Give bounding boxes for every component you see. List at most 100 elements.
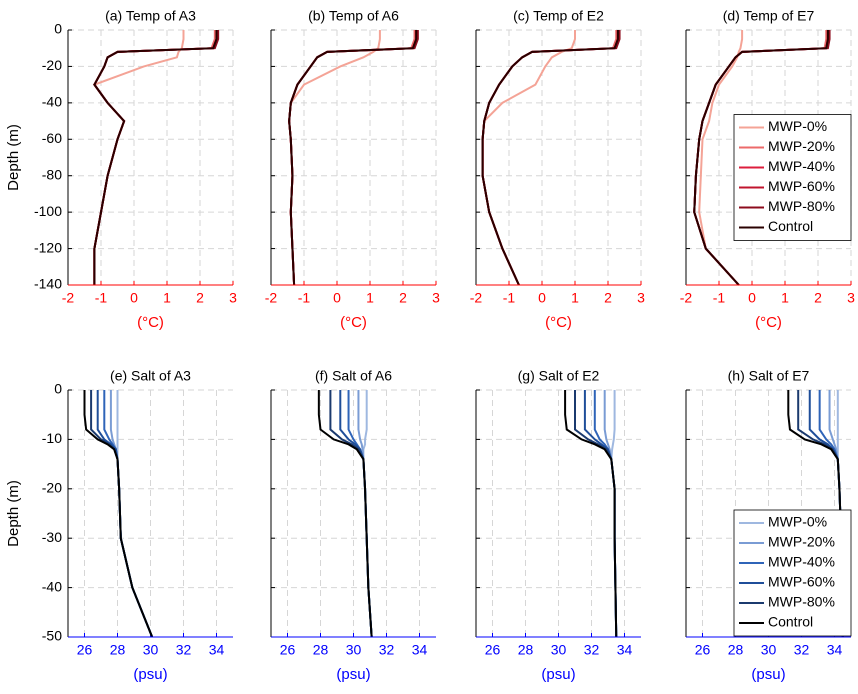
x-tick-label: 30 bbox=[346, 642, 362, 658]
x-tick-label: 28 bbox=[728, 642, 744, 658]
x-tick-label: 32 bbox=[176, 642, 192, 658]
y-tick-label: -30 bbox=[42, 529, 62, 545]
x-tick-label: 30 bbox=[761, 642, 777, 658]
x-tick-label: 28 bbox=[313, 642, 329, 658]
x-tick-label: -1 bbox=[298, 290, 311, 306]
x-tick-label: 0 bbox=[748, 290, 756, 306]
x-tick-label: 34 bbox=[617, 642, 633, 658]
x-tick-label: 30 bbox=[143, 642, 159, 658]
x-tick-label: 1 bbox=[163, 290, 171, 306]
panel-title: (h) Salt of E7 bbox=[728, 368, 810, 384]
profile-line bbox=[362, 390, 373, 638]
x-tick-label: 2 bbox=[814, 290, 822, 306]
legend-label: MWP-0% bbox=[768, 118, 827, 134]
legend-label: MWP-80% bbox=[768, 198, 835, 214]
x-axis-label: (°C) bbox=[755, 314, 782, 331]
y-tick-label: -40 bbox=[42, 94, 62, 110]
subplot: (e) Salt of A3 0 -10 -20 -30 -40 -50 26 28 30 32 34… bbox=[5, 368, 233, 683]
subplot: (c) Temp of E2 -2 -1 0 1 2 3 (°C) bbox=[470, 8, 645, 331]
profile-line bbox=[116, 390, 154, 638]
x-tick-label: 0 bbox=[130, 290, 138, 306]
y-tick-label: -120 bbox=[34, 239, 62, 255]
legend-label: MWP-0% bbox=[768, 514, 827, 530]
profile-line bbox=[583, 390, 618, 638]
profile-line bbox=[481, 30, 619, 286]
y-tick-label: -10 bbox=[42, 430, 62, 446]
panel-title: (d) Temp of E7 bbox=[723, 8, 815, 24]
subplot: (g) Salt of E2 26 28 30 32 34 (psu) bbox=[475, 368, 641, 683]
panel-title: (b) Temp of A6 bbox=[308, 8, 399, 24]
x-axis-label: (°C) bbox=[340, 314, 367, 331]
x-tick-label: 26 bbox=[280, 642, 296, 658]
y-tick-label: -100 bbox=[34, 203, 62, 219]
panel-title: (a) Temp of A3 bbox=[105, 8, 196, 24]
x-tick-label: 2 bbox=[604, 290, 612, 306]
x-tick-label: 34 bbox=[412, 642, 428, 658]
profile-line bbox=[698, 30, 744, 286]
x-tick-label: 30 bbox=[551, 642, 567, 658]
legend-label: MWP-20% bbox=[768, 534, 835, 550]
x-tick-label: 1 bbox=[571, 290, 579, 306]
panel-title: (g) Salt of E2 bbox=[518, 368, 600, 384]
profile-line bbox=[481, 30, 576, 286]
profile-line bbox=[288, 30, 381, 286]
panel-title: (f) Salt of A6 bbox=[315, 368, 392, 384]
y-tick-label: -20 bbox=[42, 480, 62, 496]
x-tick-label: -2 bbox=[62, 290, 75, 306]
legend-label: MWP-20% bbox=[768, 138, 835, 154]
x-tick-label: 28 bbox=[110, 642, 126, 658]
profile-line bbox=[564, 390, 618, 638]
y-tick-label: -20 bbox=[42, 57, 62, 73]
x-axis-label: (psu) bbox=[541, 666, 575, 683]
profile-line bbox=[481, 30, 621, 286]
x-tick-label: 3 bbox=[229, 290, 237, 306]
x-tick-label: 1 bbox=[781, 290, 789, 306]
legend-label: MWP-40% bbox=[768, 158, 835, 174]
profile-line bbox=[288, 30, 418, 286]
panel-title: (e) Salt of A3 bbox=[110, 368, 191, 384]
profile-line bbox=[92, 30, 185, 285]
x-tick-label: -2 bbox=[680, 290, 693, 306]
y-tick-label: 0 bbox=[54, 21, 62, 37]
profile-line bbox=[288, 30, 416, 286]
x-axis-label: (°C) bbox=[137, 314, 164, 331]
x-tick-label: 26 bbox=[695, 642, 711, 658]
x-tick-label: 28 bbox=[518, 642, 534, 658]
y-axis-label: Depth (m) bbox=[5, 480, 22, 547]
x-tick-label: 2 bbox=[196, 290, 204, 306]
legend-label: MWP-60% bbox=[768, 178, 835, 194]
y-tick-label: 0 bbox=[54, 381, 62, 397]
x-tick-label: -1 bbox=[713, 290, 726, 306]
x-tick-label: 3 bbox=[637, 290, 645, 306]
profile-line bbox=[83, 390, 154, 638]
profile-line bbox=[317, 390, 373, 638]
x-tick-label: 34 bbox=[209, 642, 225, 658]
x-tick-label: 34 bbox=[827, 642, 843, 658]
profile-line bbox=[90, 390, 154, 638]
x-tick-label: 3 bbox=[432, 290, 440, 306]
x-tick-label: -2 bbox=[265, 290, 278, 306]
legend-label: Control bbox=[768, 614, 813, 630]
x-axis-label: (psu) bbox=[336, 666, 370, 683]
y-tick-label: -40 bbox=[42, 578, 62, 594]
x-tick-label: 26 bbox=[77, 642, 93, 658]
x-tick-label: 2 bbox=[399, 290, 407, 306]
profile-line bbox=[693, 30, 829, 286]
y-tick-label: -60 bbox=[42, 130, 62, 146]
x-axis-label: (°C) bbox=[545, 314, 572, 331]
y-tick-label: -50 bbox=[42, 628, 62, 644]
x-tick-label: 32 bbox=[794, 642, 810, 658]
legend-label: Control bbox=[768, 218, 813, 234]
legend-label: MWP-60% bbox=[768, 574, 835, 590]
profile-line bbox=[96, 390, 154, 638]
y-axis-label: Depth (m) bbox=[5, 124, 22, 191]
legend-box bbox=[733, 114, 852, 241]
x-tick-label: -2 bbox=[470, 290, 483, 306]
profile-line bbox=[481, 30, 619, 286]
x-tick-label: -1 bbox=[95, 290, 108, 306]
x-tick-label: 32 bbox=[379, 642, 395, 658]
profile-line bbox=[481, 30, 619, 286]
y-tick-label: -140 bbox=[34, 276, 62, 292]
legend-box bbox=[733, 509, 852, 637]
